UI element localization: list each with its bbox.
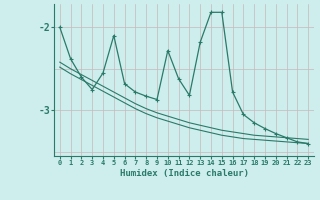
X-axis label: Humidex (Indice chaleur): Humidex (Indice chaleur) — [119, 169, 249, 178]
